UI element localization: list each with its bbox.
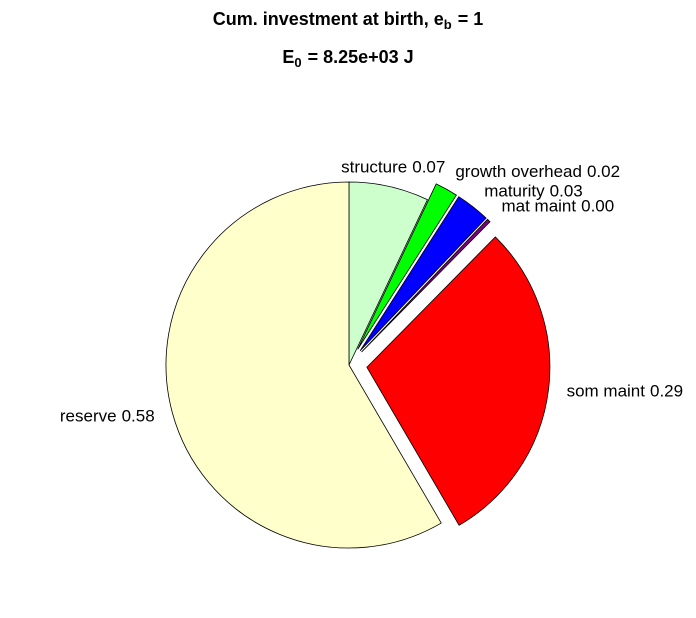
pie-slice bbox=[366, 236, 551, 526]
slice-name: structure bbox=[341, 158, 407, 177]
slice-value: 0.02 bbox=[587, 163, 620, 182]
pie-slice bbox=[165, 181, 442, 549]
slice-name: mat maint bbox=[501, 197, 576, 216]
slice-label: reserve 0.58 bbox=[60, 407, 155, 426]
slice-name: maturity bbox=[484, 182, 545, 201]
subtitle-subscript: 0 bbox=[294, 55, 301, 70]
title-suffix: = 1 bbox=[458, 9, 484, 29]
slice-label: structure 0.07 bbox=[341, 158, 445, 177]
slice-label: som maint 0.29 bbox=[567, 382, 684, 401]
pie-slice bbox=[357, 183, 457, 350]
slice-value: 0.07 bbox=[412, 158, 445, 177]
slice-label: mat maint 0.00 bbox=[501, 197, 614, 216]
slice-label: growth overhead 0.02 bbox=[455, 163, 620, 182]
slice-name: reserve bbox=[60, 407, 117, 426]
slice-name: growth overhead bbox=[455, 163, 582, 182]
title-subscript: b bbox=[444, 17, 452, 32]
slice-label: maturity 0.03 bbox=[484, 182, 583, 201]
title-text: Cum. investment at birth, e bbox=[213, 9, 444, 29]
pie-slice bbox=[359, 196, 487, 352]
subtitle-text: E bbox=[282, 47, 294, 67]
slice-value: 0.03 bbox=[550, 182, 583, 201]
chart-subtitle: E0 = 8.25e+03 J bbox=[282, 47, 413, 71]
subtitle-suffix: = 8.25e+03 J bbox=[308, 47, 414, 67]
pie-slice bbox=[361, 218, 491, 353]
slice-value: 0.29 bbox=[650, 382, 683, 401]
slice-name: som maint bbox=[567, 382, 646, 401]
chart-title: Cum. investment at birth, eb = 1 bbox=[213, 9, 484, 33]
slice-value: 0.58 bbox=[122, 407, 155, 426]
slice-value: 0.00 bbox=[581, 197, 614, 216]
